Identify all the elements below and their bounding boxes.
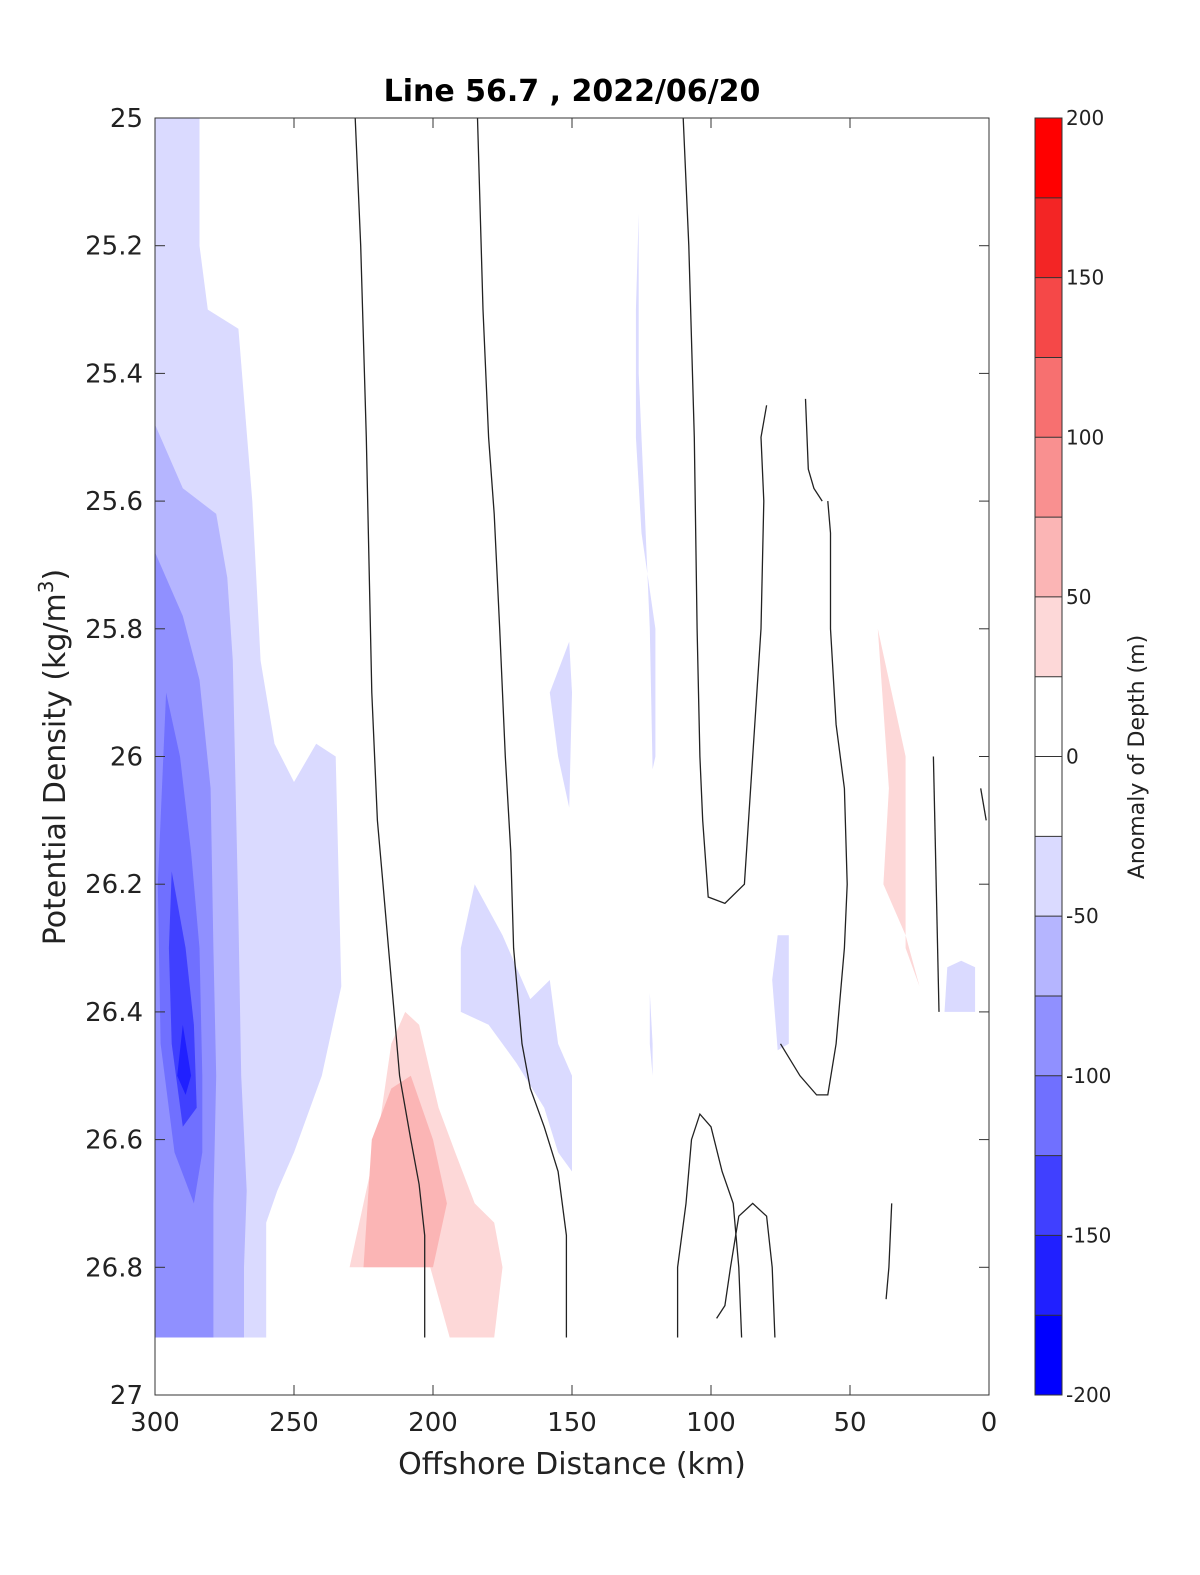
x-tick-label: 250 xyxy=(269,1408,319,1438)
contour-line-1 xyxy=(476,118,568,1338)
y-tick-label: 26.2 xyxy=(85,870,143,900)
colorbar-tick-label: 100 xyxy=(1066,425,1104,449)
x-tick-label: 300 xyxy=(130,1408,180,1438)
colorbar-segment xyxy=(1035,596,1062,677)
colorbar-segment xyxy=(1035,756,1062,837)
colorbar: 200 150 100 50 0 -50 -100 -150 -200 xyxy=(1034,106,1111,1407)
y-axis-title-main: Potential Density (kg/m xyxy=(38,593,73,945)
colorbar-tick-label: 0 xyxy=(1066,745,1079,769)
colorbar-segment xyxy=(1035,197,1062,278)
x-tick-label: 0 xyxy=(981,1408,998,1438)
contour-fill-13 xyxy=(363,1075,447,1268)
colorbar-segment xyxy=(1035,1315,1062,1395)
contour-line-9 xyxy=(885,1203,893,1300)
contour-fill-7 xyxy=(549,641,572,808)
contour-line-8 xyxy=(716,1202,776,1338)
contour-fill-5 xyxy=(177,1024,192,1095)
filled-contours xyxy=(155,118,976,1338)
contour-fill-8 xyxy=(460,884,572,1172)
y-tick-label: 25.6 xyxy=(85,487,143,517)
colorbar-title: Anomaly of Depth (m) xyxy=(1125,635,1150,879)
y-axis-title-superscript: 3 xyxy=(34,580,58,593)
colorbar-segment xyxy=(1035,118,1062,198)
contour-fill-9 xyxy=(649,992,653,1076)
contour-fill-6 xyxy=(635,213,656,770)
x-tick-label: 200 xyxy=(408,1408,458,1438)
x-tick-label: 150 xyxy=(547,1408,597,1438)
colorbar-tick-label: 150 xyxy=(1066,266,1104,290)
x-tick-label: 100 xyxy=(686,1408,736,1438)
contour-line-5 xyxy=(932,756,940,1012)
colorbar-tick-label: -100 xyxy=(1066,1064,1111,1088)
x-axis-title: Offshore Distance (km) xyxy=(398,1447,746,1482)
colorbar-segment xyxy=(1035,995,1062,1076)
axes: 300 250 200 150 100 50 0 25 25.2 25.4 25.6 25.8 26 26… xyxy=(85,104,997,1438)
colorbar-segment xyxy=(1035,916,1062,996)
contour-lines xyxy=(354,118,987,1338)
colorbar-tick-label: -50 xyxy=(1066,904,1099,928)
colorbar-segment xyxy=(1035,1075,1062,1156)
y-axis-title: Potential Density (kg/m3) xyxy=(34,569,73,945)
colorbar-segment xyxy=(1035,437,1062,518)
y-tick-label: 25.4 xyxy=(85,359,143,389)
chart-title: Line 56.7 , 2022/06/20 xyxy=(384,74,761,109)
colorbar-segment xyxy=(1035,1235,1062,1316)
contour-line-4 xyxy=(779,501,848,1096)
colorbar-segment xyxy=(1035,676,1062,757)
y-tick-label: 26 xyxy=(110,743,143,773)
y-tick-label: 26.6 xyxy=(85,1126,143,1156)
colorbar-tick-label: -200 xyxy=(1066,1383,1111,1407)
colorbar-segment xyxy=(1035,357,1062,438)
contour-line-2 xyxy=(682,118,768,905)
y-tick-label: 25.2 xyxy=(85,232,143,262)
y-tick-label: 26.4 xyxy=(85,998,143,1028)
x-tick-label: 50 xyxy=(833,1408,866,1438)
colorbar-tick-label: 200 xyxy=(1066,106,1104,130)
colorbar-segment xyxy=(1035,836,1062,917)
y-axis-title-suffix: ) xyxy=(38,569,73,581)
contour-fill-10 xyxy=(772,935,789,1051)
contour-line-0 xyxy=(354,118,426,1338)
colorbar-segment xyxy=(1035,1155,1062,1236)
contour-line-6 xyxy=(980,788,987,821)
y-tick-label: 27 xyxy=(110,1381,143,1411)
plot-background xyxy=(155,118,989,1395)
colorbar-tick-label: 50 xyxy=(1066,585,1091,609)
contour-fill-14 xyxy=(877,628,920,987)
y-tick-label: 25.8 xyxy=(85,615,143,645)
contour-fill-4 xyxy=(168,871,197,1127)
colorbar-segment xyxy=(1035,517,1062,597)
colorbar-segment xyxy=(1035,277,1062,358)
y-tick-label: 25 xyxy=(110,104,143,134)
y-tick-label: 26.8 xyxy=(85,1253,143,1283)
colorbar-tick-label: -150 xyxy=(1066,1223,1111,1247)
contour-fill-11 xyxy=(944,960,976,1012)
contour-line-3 xyxy=(804,398,823,502)
